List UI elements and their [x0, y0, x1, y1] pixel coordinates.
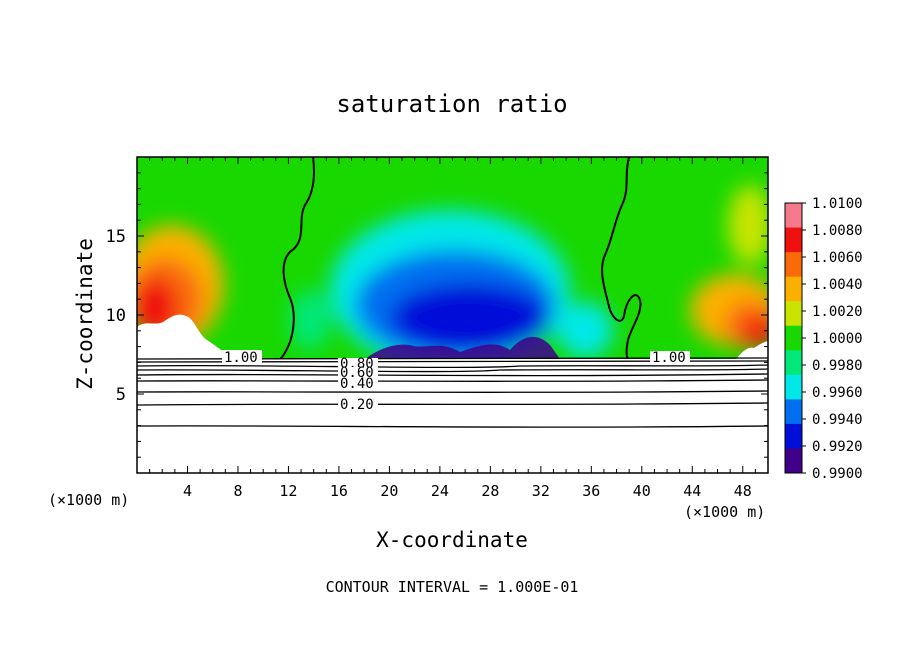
colorbar-swatch: [785, 203, 802, 229]
colorbar-label: 1.0040: [812, 277, 863, 293]
colorbar-swatch: [785, 350, 802, 376]
contour-label: 1.00: [224, 350, 258, 366]
contour-line: [136, 402, 769, 406]
colorbar-label: 1.0000: [812, 331, 863, 347]
y-tick-label: 5: [116, 385, 126, 405]
colorbar-label: 1.0080: [812, 223, 863, 239]
contour-1-00-right: [601, 156, 642, 360]
colorbar-swatch: [785, 448, 802, 474]
chart-title: saturation ratio: [336, 90, 567, 118]
contour-line: [136, 379, 769, 383]
contour-line: [136, 368, 769, 373]
colorbar-label: 0.9980: [812, 358, 863, 374]
contour-labels: 1.00 0.80 0.60 0.40 0.20 1.00: [222, 350, 690, 413]
colorbar-swatch: [785, 423, 802, 449]
colorbar: 1.0100 1.0080 1.0060 1.0040 1.0020 1.0000 0.99…: [784, 196, 863, 482]
x-tick-label: 40: [633, 482, 651, 500]
contour-label: 0.40: [340, 376, 374, 392]
colorbar-label: 1.0020: [812, 304, 863, 320]
x-tick-label: 16: [330, 482, 348, 500]
y-axis: 5 10 15: [106, 172, 768, 458]
colorbar-swatch: [785, 374, 802, 400]
colorbar-swatch: [785, 399, 802, 425]
colorbar-swatch: [785, 325, 802, 351]
colorbar-swatch: [785, 276, 802, 302]
colorbar-label: 1.0060: [812, 250, 863, 266]
colorbar-label: 0.9960: [812, 385, 863, 401]
x-tick-label: 12: [279, 482, 297, 500]
x-axis: 4 8 12 16 20 24 28 32 36 40 44 48: [149, 157, 756, 500]
contour-line: [136, 364, 769, 369]
x-tick-label: 28: [481, 482, 499, 500]
contour-line: [136, 390, 769, 394]
x-tick-label: 20: [380, 482, 398, 500]
color-field: [137, 157, 768, 359]
colorbar-swatch: [785, 252, 802, 278]
x-unit-label-right: (×1000 m): [684, 503, 765, 521]
colorbar-swatch: [785, 227, 802, 253]
x-tick-label: 36: [582, 482, 600, 500]
colorbar-label: 0.9900: [812, 466, 863, 482]
x-tick-label: 44: [683, 482, 701, 500]
saturated-zone-right: [736, 341, 768, 359]
colorbar-label: 0.9920: [812, 439, 863, 455]
colorbar-label: 1.0100: [812, 196, 863, 212]
colorbar-swatch: [785, 301, 802, 327]
lower-contour-lines: [136, 357, 769, 428]
x-tick-label: 32: [532, 482, 550, 500]
colorbar-label: 0.9940: [812, 412, 863, 428]
x-unit-label-left: (×1000 m): [48, 491, 129, 509]
contour-line: [136, 425, 769, 428]
saturated-zone-left: [137, 314, 232, 359]
x-tick-label: 4: [183, 482, 192, 500]
contour-label: 0.20: [340, 397, 374, 413]
x-tick-label: 48: [734, 482, 752, 500]
x-axis-title: X-coordinate: [376, 528, 528, 552]
y-tick-label: 15: [106, 227, 126, 247]
x-tick-label: 24: [431, 482, 449, 500]
y-tick-label: 10: [106, 306, 126, 326]
contour-interval-footer: CONTOUR INTERVAL = 1.000E-01: [326, 578, 579, 596]
contour-1-00-left: [279, 156, 315, 360]
contour-label: 0.60: [340, 365, 374, 381]
contour-label: 1.00: [652, 350, 686, 366]
dark-edge: [365, 336, 560, 359]
contour-line: [136, 373, 769, 377]
x-tick-label: 8: [233, 482, 242, 500]
y-axis-title: Z-coordinate: [73, 238, 97, 390]
lower-region: [137, 359, 768, 473]
